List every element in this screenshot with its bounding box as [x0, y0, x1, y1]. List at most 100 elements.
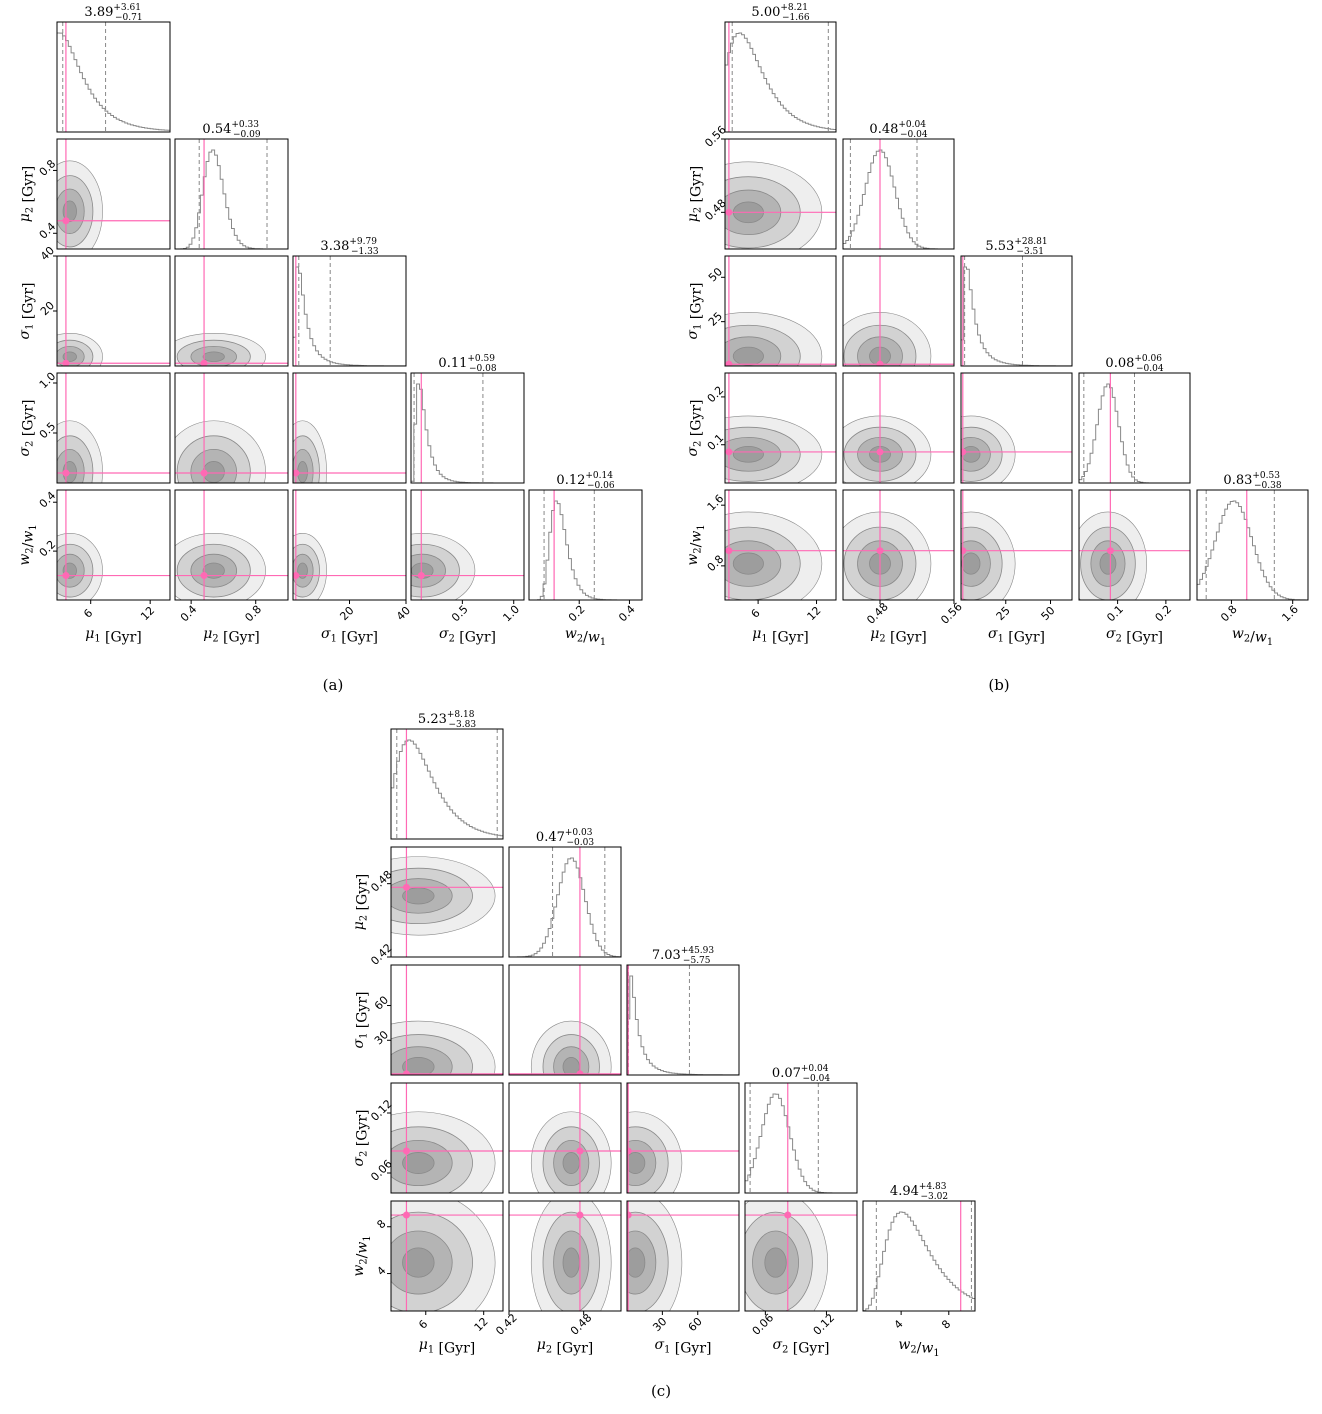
panel-frame — [744, 1200, 858, 1312]
x-axis-label: σ2 [Gyr] — [439, 626, 496, 646]
y-tick-label: 8 — [374, 1217, 388, 1231]
density-contour — [202, 562, 225, 579]
histogram-panel: 3.38+9.79 −1.33 — [292, 237, 407, 367]
truth-marker — [725, 360, 733, 366]
panel-title: 5.53+28.81 −3.51 — [985, 237, 1047, 257]
truth-marker — [876, 448, 884, 456]
histogram-panel: 0.83+0.53 −0.38 0.8 1.6 w2/w1 — [1196, 471, 1309, 648]
panel-caption: (a) — [323, 676, 344, 694]
panel-frame — [390, 846, 504, 958]
truth-marker — [402, 1070, 410, 1075]
x-tick-label: 0.48 — [568, 1311, 595, 1338]
contour-panel: 30 60 σ1 [Gyr] — [626, 1200, 740, 1357]
x-tick-label: 0.06 — [750, 1311, 777, 1338]
panel-frame — [56, 21, 171, 133]
density-contour — [627, 1247, 646, 1278]
histogram-panel: 0.54+0.33 −0.09 — [174, 120, 289, 250]
truth-marker — [417, 572, 425, 580]
y-tick-label: 50 — [706, 265, 725, 284]
truth-marker — [876, 547, 884, 555]
truth-marker — [293, 469, 300, 477]
y-axis-label: w2/w1 — [17, 524, 39, 565]
histogram-panel: 0.08+0.06 −0.04 — [1078, 354, 1191, 484]
panel-frame — [1196, 489, 1309, 601]
panel-frame — [626, 964, 740, 1076]
x-tick-label: 8 — [939, 1317, 953, 1331]
contour-panel: 0.5 1.0σ2 [Gyr] — [410, 489, 525, 646]
x-tick-label: 0.4 — [616, 603, 638, 625]
histogram-panel: 4.94+4.83 −3.02 4 8w2/w1 — [862, 1182, 976, 1359]
panel-frame — [508, 964, 622, 1076]
histogram-panel: 0.12+0.14 −0.06 0.2 0.4 w2/w1 — [528, 471, 643, 648]
panel-frame — [410, 372, 525, 484]
truth-marker — [627, 1147, 632, 1155]
x-tick-label: 0.5 — [449, 603, 471, 625]
panel-title: 4.94+4.83 −3.02 — [890, 1182, 948, 1202]
histogram-step — [391, 739, 503, 839]
contour-panel — [626, 1082, 740, 1194]
panel-frame — [390, 964, 504, 1076]
density-contour — [732, 445, 764, 463]
panel-frame — [174, 255, 289, 367]
contour-panel — [292, 372, 407, 484]
truth-marker — [200, 359, 208, 366]
truth-marker — [402, 883, 410, 891]
panel-title: 0.47+0.03 −0.03 — [536, 828, 594, 848]
density-contour — [732, 552, 764, 575]
density-contour — [764, 1247, 787, 1278]
density-contour — [732, 346, 764, 366]
panel-frame — [626, 1200, 740, 1312]
x-tick-label: 50 — [1038, 604, 1057, 623]
y-axis-label: σ1 [Gyr] — [351, 992, 371, 1049]
truth-marker — [200, 572, 208, 580]
panel-frame — [174, 372, 289, 484]
histogram-panel: 0.47+0.03 −0.03 — [508, 828, 622, 958]
y-axis-label: μ2 [Gyr] — [351, 874, 371, 931]
panel-frame — [744, 1082, 858, 1194]
truth-marker — [725, 448, 733, 456]
panel-title: 5.23+8.18 −3.83 — [418, 710, 476, 730]
x-tick-label: 6 — [749, 606, 763, 620]
histogram-step — [57, 32, 170, 132]
histogram-step — [843, 149, 954, 249]
y-tick-label: 0.5 — [37, 420, 59, 442]
panel-frame — [56, 372, 171, 484]
panel-caption: (c) — [651, 1382, 671, 1400]
panel-frame — [174, 489, 289, 601]
y-axis-label: σ1 [Gyr] — [685, 283, 705, 340]
contour-panel — [960, 372, 1073, 484]
y-tick-label: 1.6 — [705, 492, 727, 514]
y-tick-label: 20 — [38, 299, 57, 318]
panel-frame — [508, 846, 622, 958]
x-tick-label: 1.0 — [500, 603, 522, 625]
panel-title: 5.00+8.21 −1.66 — [751, 3, 809, 23]
histogram-panel: 7.03+45.93 −5.75 — [626, 946, 740, 1076]
y-tick-label: 0.2 — [37, 538, 59, 560]
histogram-step — [293, 266, 406, 366]
x-tick-label: 4 — [892, 1317, 906, 1331]
truth-marker — [784, 1211, 792, 1219]
panel-frame — [724, 372, 837, 484]
x-axis-label: μ1 [Gyr] — [85, 626, 142, 646]
panel-title: 0.11+0.59 −0.08 — [438, 354, 496, 374]
y-axis-label: σ2 [Gyr] — [17, 400, 37, 457]
x-tick-label: 0.8 — [242, 603, 264, 625]
x-axis-label: μ2 [Gyr] — [203, 626, 260, 646]
x-tick-label: 25 — [994, 604, 1013, 623]
panel-frame — [842, 255, 955, 367]
x-axis-label: σ1 [Gyr] — [321, 626, 378, 646]
x-tick-label: 0.1 — [1104, 603, 1126, 625]
panel-title: 3.89+3.61 −0.71 — [84, 3, 142, 23]
panel-frame — [960, 255, 1073, 367]
panel-frame — [724, 489, 837, 601]
panel-frame — [56, 489, 171, 601]
panel-title: 0.12+0.14 −0.06 — [556, 471, 614, 491]
y-tick-label: 0.8 — [705, 553, 727, 575]
y-axis-label: σ2 [Gyr] — [685, 400, 705, 457]
